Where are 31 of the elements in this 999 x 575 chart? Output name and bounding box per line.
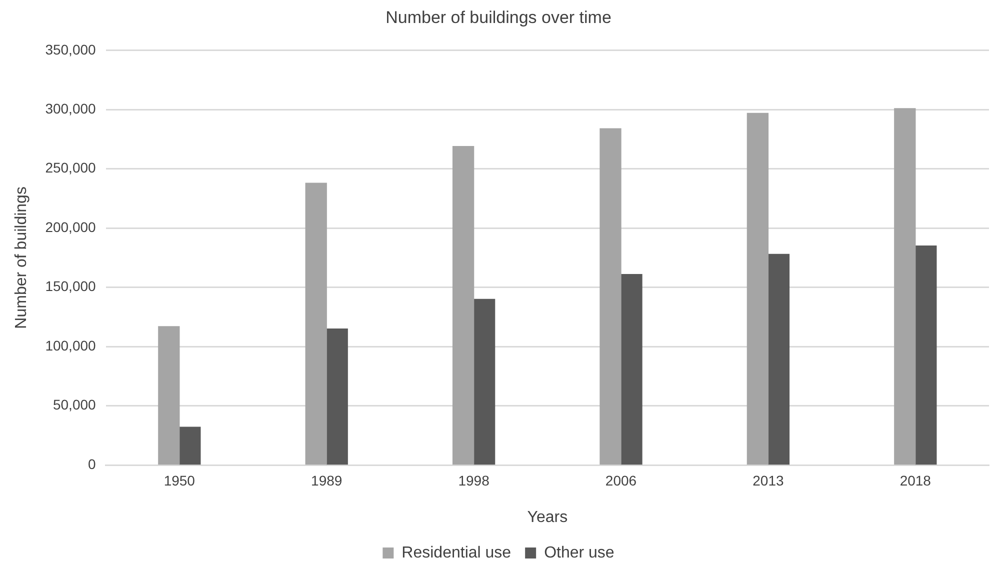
- bar: [305, 182, 327, 465]
- x-tick-label: 2006: [605, 472, 637, 488]
- y-tick-label: 150,000: [45, 278, 96, 294]
- y-tick-label: 300,000: [45, 100, 96, 116]
- y-tick-label: 0: [88, 456, 96, 472]
- y-tick-label: 250,000: [45, 160, 96, 176]
- y-tick-label: 100,000: [45, 337, 96, 354]
- y-tick-label: 350,000: [45, 41, 96, 58]
- y-axis-title: Number of buildings: [13, 186, 30, 329]
- legend-label: Residential use: [402, 544, 512, 562]
- x-tick-label: 1950: [164, 472, 196, 488]
- bar: [620, 274, 642, 465]
- x-tick-label: 1989: [311, 472, 342, 488]
- x-tick-label: 2018: [900, 472, 932, 488]
- bar: [452, 146, 474, 465]
- x-tick-label: 1998: [458, 472, 490, 488]
- bar: [915, 246, 937, 465]
- legend-label: Other use: [544, 544, 614, 562]
- bar: [894, 108, 916, 465]
- chart-title: Number of buildings over time: [386, 8, 612, 27]
- y-tick-label: 50,000: [52, 396, 96, 413]
- bar: [768, 254, 790, 465]
- y-tick-label: 200,000: [45, 218, 96, 235]
- bar: [179, 426, 201, 465]
- x-axis-title: Years: [527, 508, 568, 526]
- bar: [746, 112, 769, 465]
- bar: [473, 298, 496, 465]
- bar: [158, 326, 180, 465]
- bar: [326, 328, 348, 465]
- x-tick-label: 2013: [752, 472, 784, 488]
- bar: [600, 128, 622, 465]
